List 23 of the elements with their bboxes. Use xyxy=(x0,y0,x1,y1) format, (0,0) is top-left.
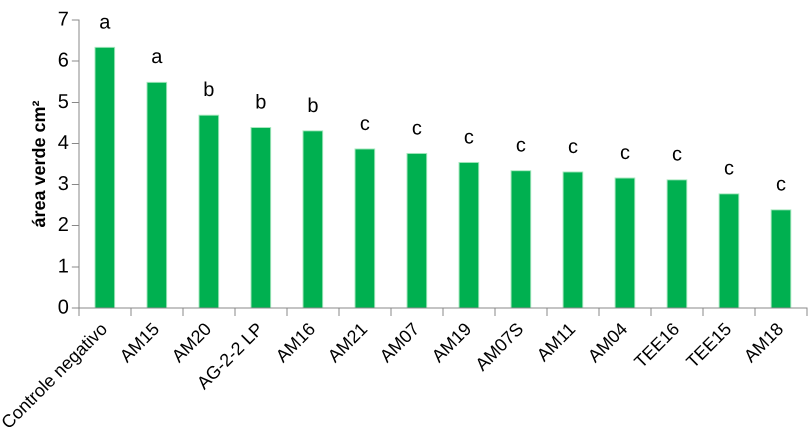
y-tick-label: 0 xyxy=(58,296,69,318)
y-tick-label: 3 xyxy=(58,173,69,196)
annotation: a xyxy=(99,11,112,34)
y-axis-title: área verde cm² xyxy=(28,100,49,228)
annotation: c xyxy=(360,112,370,135)
annotation: c xyxy=(568,136,578,158)
annotation: c xyxy=(776,174,786,196)
y-tick-label: 6 xyxy=(58,50,69,72)
annotation: b xyxy=(203,79,214,102)
annotation: a xyxy=(151,46,164,68)
y-tick-label: 4 xyxy=(58,132,69,154)
y-tick-label: 5 xyxy=(58,90,69,113)
annotation: b xyxy=(255,91,266,114)
annotation: c xyxy=(620,142,630,164)
annotation: c xyxy=(724,158,734,180)
y-tick-label: 1 xyxy=(58,255,69,278)
annotation: c xyxy=(464,126,474,148)
y-tick-label: 7 xyxy=(58,8,69,31)
annotation: c xyxy=(516,134,526,157)
annotation: c xyxy=(412,117,422,140)
y-tick-label: 2 xyxy=(58,214,69,236)
annotation: b xyxy=(307,94,318,117)
annotation: c xyxy=(672,144,682,166)
